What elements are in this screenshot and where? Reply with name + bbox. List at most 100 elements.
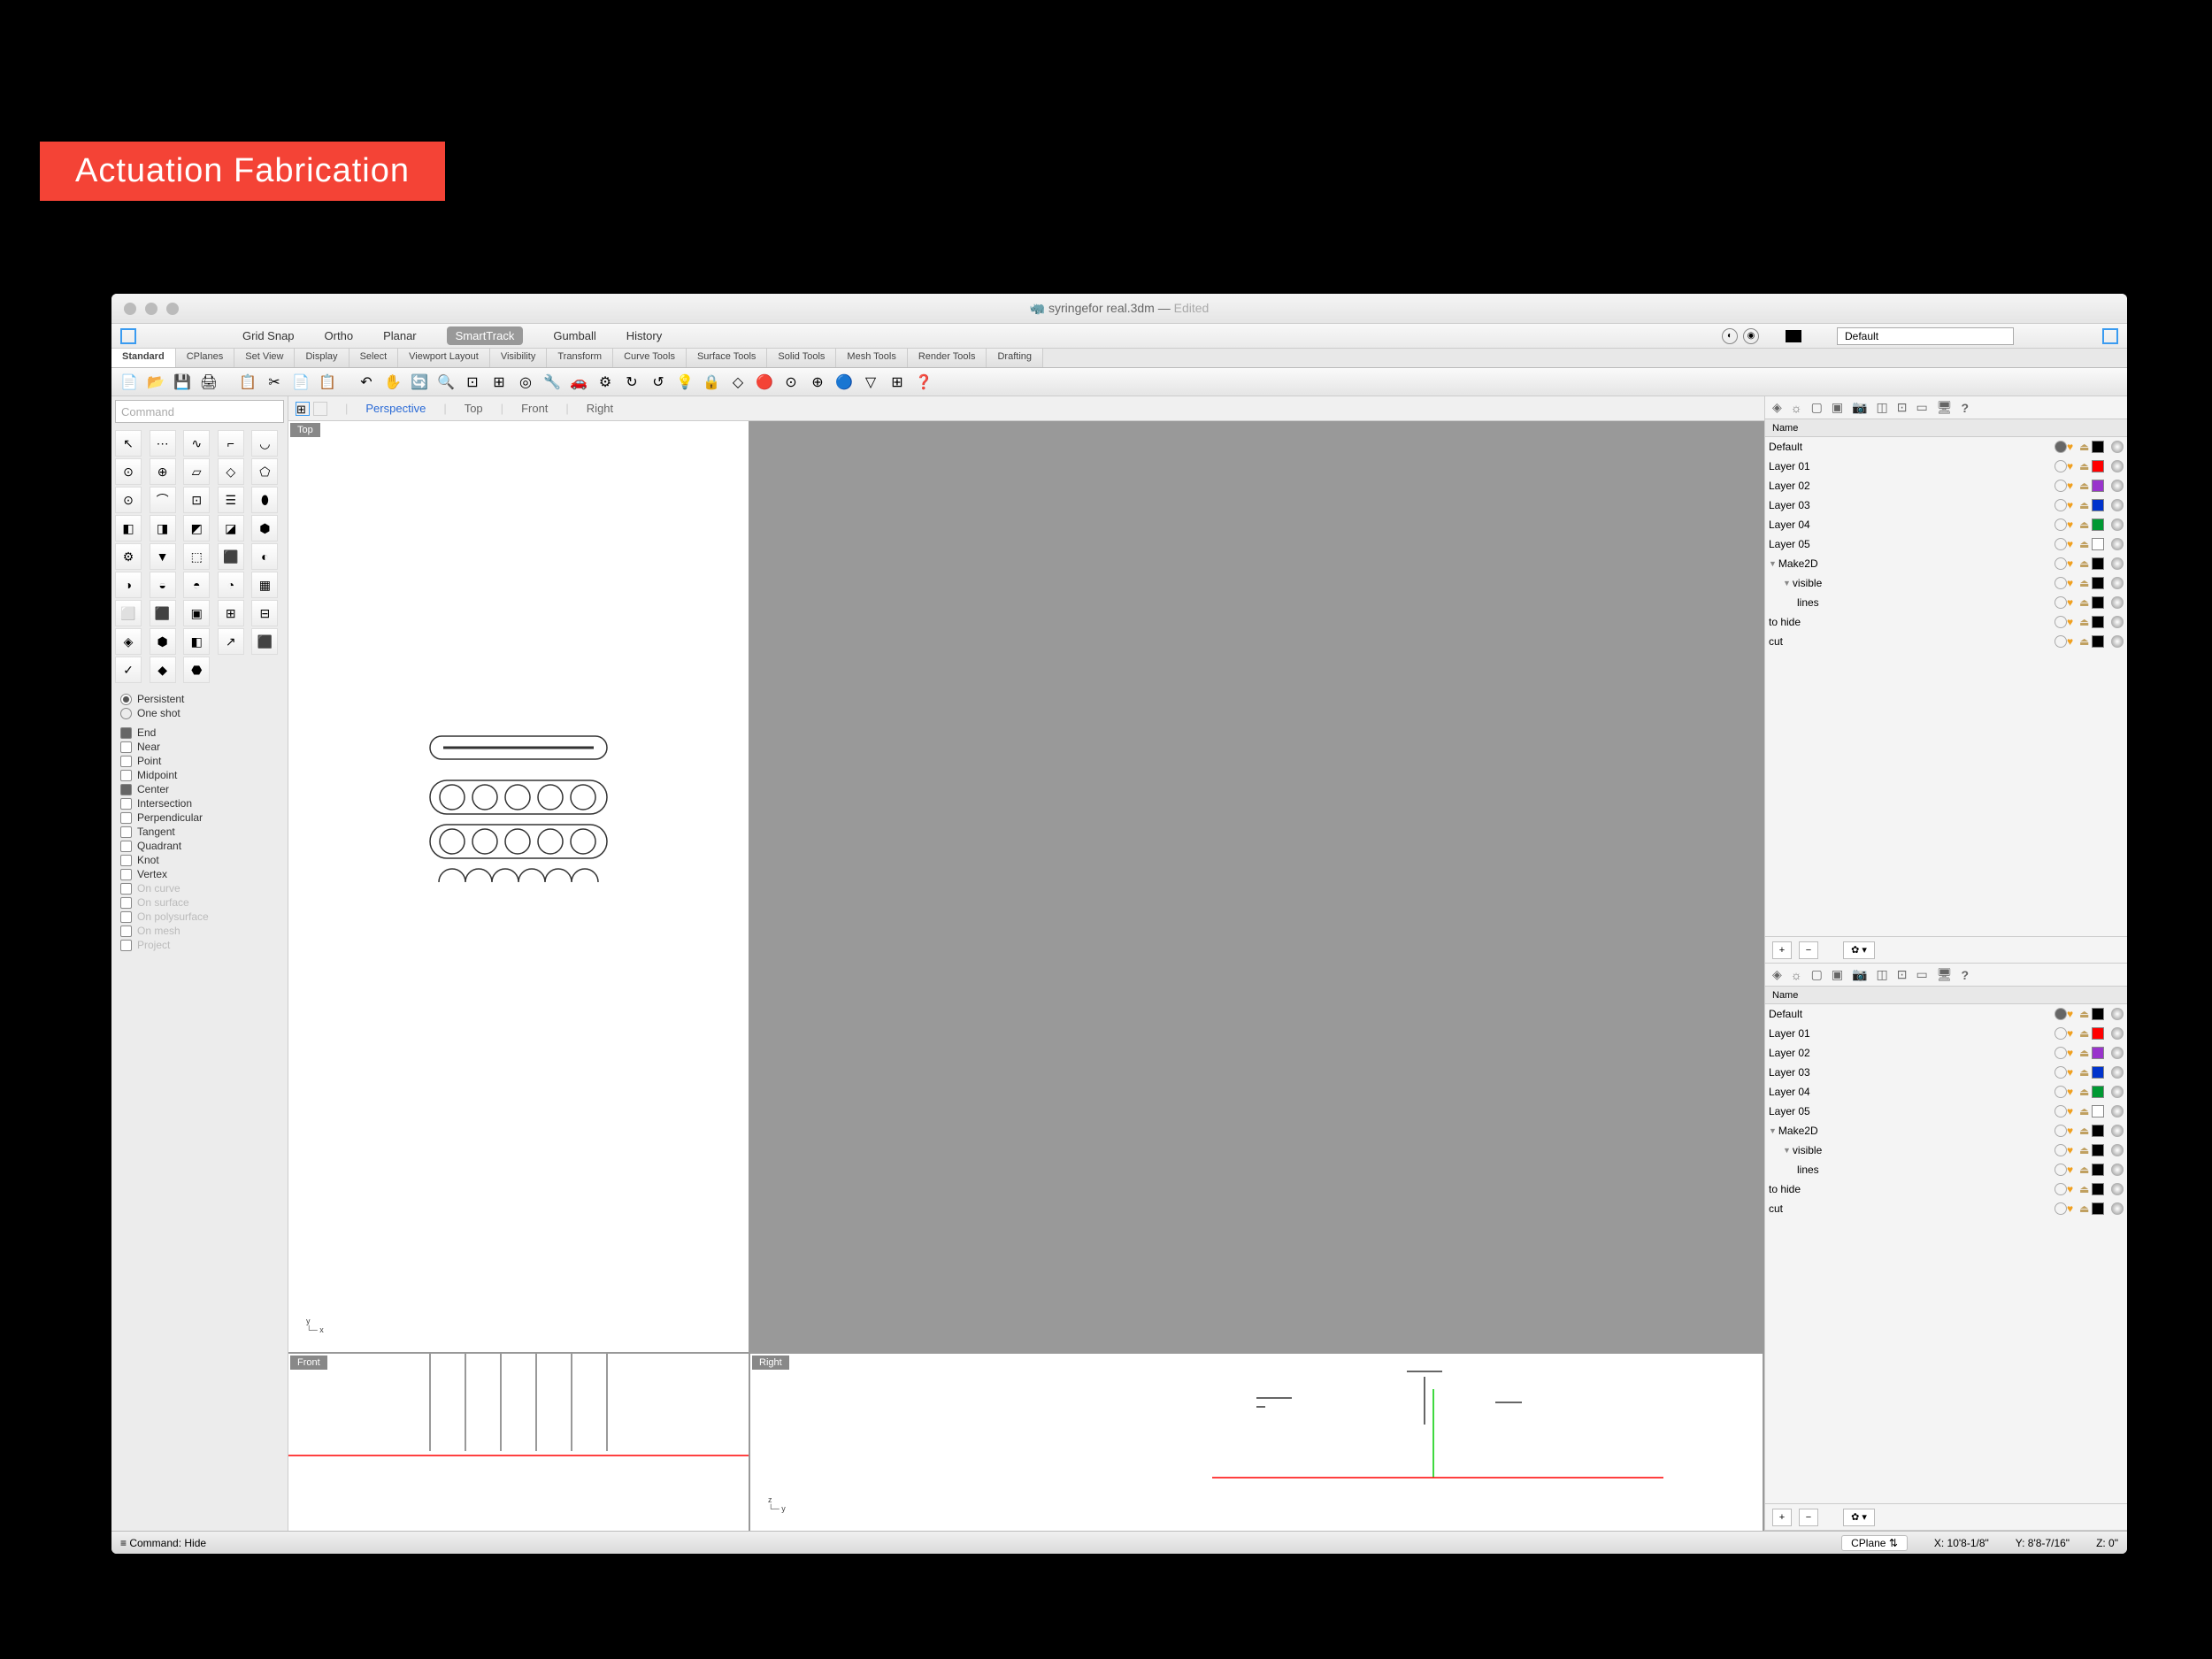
bulb-icon[interactable]: ♥ [2067,1066,2079,1079]
print-icon[interactable]: 🖨 [198,372,219,393]
layer-current-icon[interactable] [2055,1202,2067,1215]
layer-color-swatch[interactable] [2092,518,2104,531]
layer-row-layer-01[interactable]: Layer 01♥⏏ [1765,1024,2127,1043]
layer-row-lines[interactable]: lines♥⏏ [1765,1160,2127,1179]
color-icon[interactable]: 🔴 [754,372,775,393]
lock-icon[interactable]: ⏏ [2079,1047,2092,1059]
tool-14[interactable]: ⬮ [251,487,278,513]
bulb-icon[interactable]: ♥ [2067,557,2079,570]
osnap-quadrant[interactable]: Quadrant [120,839,279,853]
lock-icon[interactable]: ⏏ [2079,480,2092,492]
doc-icon[interactable]: ▢ [1811,400,1823,415]
snap-ortho[interactable]: Ortho [325,329,354,342]
bulb-icon[interactable]: ♥ [2067,1183,2079,1195]
layer-row-default[interactable]: Default♥⏏ [1765,437,2127,457]
tool-38[interactable]: ↗ [218,628,244,655]
new-icon[interactable]: 📄 [119,372,140,393]
tool-17[interactable]: ◩ [183,515,210,541]
lock-icon[interactable]: ⏏ [2079,1105,2092,1118]
remove-layer-button[interactable]: − [1799,941,1818,959]
tool-32[interactable]: ▣ [183,600,210,626]
copy-icon[interactable]: 📋 [237,372,258,393]
bulb-icon[interactable]: ♥ [2067,518,2079,531]
layer-color-swatch[interactable] [2092,1086,2104,1098]
refresh-icon[interactable]: ↻ [621,372,642,393]
lock-icon[interactable]: ⏏ [2079,460,2092,472]
tab-viewport-layout[interactable]: Viewport Layout [398,349,490,367]
layer-color-swatch[interactable] [2092,1164,2104,1176]
tab-drafting[interactable]: Drafting [987,349,1043,367]
tool-27[interactable]: ◓ [183,572,210,598]
material-icon[interactable] [2111,499,2124,511]
tool-4[interactable]: ◡ [251,430,278,457]
tool-37[interactable]: ◧ [183,628,210,655]
lock-icon[interactable]: ⏏ [2079,1183,2092,1195]
snap-grid-snap[interactable]: Grid Snap [242,329,295,342]
material-icon[interactable] [2111,1202,2124,1215]
bulb-icon[interactable]: 💡 [674,372,695,393]
tool-25[interactable]: ◑ [115,572,142,598]
layer-row-make2d[interactable]: ▼Make2D♥⏏ [1765,1121,2127,1141]
tool-20[interactable]: ⚙ [115,543,142,570]
tool-28[interactable]: ◔ [218,572,244,598]
tab-cplanes[interactable]: CPlanes [176,349,235,367]
help-icon[interactable]: ? [1962,968,1970,982]
viewport-tab-front[interactable]: Front [521,402,548,415]
current-layer-dropdown[interactable]: Default [1837,327,2014,345]
layer-color-swatch[interactable] [2092,596,2104,609]
layer-current-icon[interactable] [2055,480,2067,492]
layer-row-layer-04[interactable]: Layer 04♥⏏ [1765,1082,2127,1102]
layer-current-icon[interactable] [2055,538,2067,550]
tool-29[interactable]: ▦ [251,572,278,598]
sun-icon[interactable]: ☼ [1791,968,1802,982]
layer-color-swatch[interactable] [2092,1144,2104,1156]
render-icon[interactable]: 🔵 [833,372,855,393]
layer-current-icon[interactable] [2055,1066,2067,1079]
lock-icon[interactable]: ⏏ [2079,596,2092,609]
sidebar-toggle-right-icon[interactable] [2102,328,2118,344]
command-input[interactable]: Command [115,400,284,423]
tab-display[interactable]: Display [295,349,349,367]
snap-planar[interactable]: Planar [383,329,417,342]
layer-current-icon[interactable] [2055,1047,2067,1059]
tool-9[interactable]: ⬠ [251,458,278,485]
bulb-icon[interactable]: ♥ [2067,441,2079,453]
layer-row-layer-03[interactable]: Layer 03♥⏏ [1765,495,2127,515]
tool-22[interactable]: ⬚ [183,543,210,570]
layer-color-swatch[interactable] [2092,538,2104,550]
layer-row-to-hide[interactable]: to hide♥⏏ [1765,612,2127,632]
layer-current-icon[interactable] [2055,635,2067,648]
layer-options-button[interactable]: ✿ ▾ [1843,1509,1875,1526]
lock-icon[interactable]: ⏏ [2079,1202,2092,1215]
sidebar-toggle-left-icon[interactable] [120,328,136,344]
paste2-icon[interactable]: 📋 [317,372,338,393]
layer-current-icon[interactable] [2055,1086,2067,1098]
zoom-icon[interactable]: 🔍 [435,372,457,393]
tool-31[interactable]: ⬛ [150,600,176,626]
bulb-icon[interactable]: ♥ [2067,635,2079,648]
cplane-dropdown[interactable]: CPlane ⇅ [1841,1535,1908,1551]
close-icon[interactable] [124,303,136,315]
help-icon[interactable]: ❓ [913,372,934,393]
lock-icon[interactable]: ⏏ [2079,499,2092,511]
tool-7[interactable]: ▱ [183,458,210,485]
tab-solid-tools[interactable]: Solid Tools [767,349,836,367]
tool-34[interactable]: ⊟ [251,600,278,626]
layer-color-swatch[interactable] [2092,1008,2104,1020]
layer-current-icon[interactable] [2055,1183,2067,1195]
material-icon[interactable] [2111,460,2124,472]
material-icon[interactable] [2111,577,2124,589]
snap-history[interactable]: History [626,329,662,342]
layer-current-icon[interactable] [2055,577,2067,589]
cut-icon[interactable]: ✂ [264,372,285,393]
material-icon[interactable] [2111,1164,2124,1176]
tool-1[interactable]: ⋯ [150,430,176,457]
layer-color-swatch[interactable] [2092,499,2104,511]
layer-color-swatch[interactable] [2092,1066,2104,1079]
layer-color-swatch[interactable] [2092,635,2104,648]
gear-icon[interactable]: ⚙ [595,372,616,393]
layer-color-swatch[interactable] [2092,1027,2104,1040]
layer-color-swatch[interactable] [2092,557,2104,570]
lock-icon[interactable]: ⏏ [2079,577,2092,589]
camera-icon[interactable]: 📷 [1852,400,1867,415]
